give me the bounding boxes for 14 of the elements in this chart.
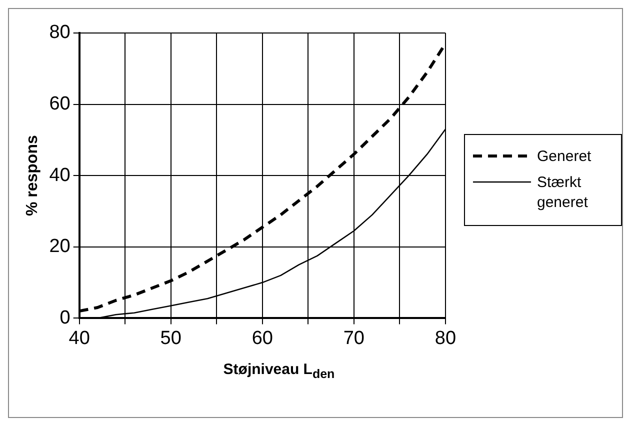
x-tick-label: 80 [434, 328, 456, 349]
y-tick-label: 80 [49, 22, 70, 44]
x-tick-label: 40 [68, 328, 90, 349]
y-tick-label: 60 [49, 94, 70, 115]
x-tick-label: 60 [252, 328, 273, 349]
x-tick-label: 70 [343, 328, 364, 349]
y-tick-label: 40 [49, 164, 70, 186]
x-tick-label: 50 [160, 328, 182, 349]
y-tick-label: 20 [49, 236, 70, 258]
x-axis-title: Støjniveau L$_{den}$ [222, 361, 336, 381]
legend-label: Stærkt generet [537, 173, 589, 213]
legend-label: Generet [537, 147, 592, 167]
y-tick-label: 0 [60, 307, 70, 328]
y-axis-title: % respons [24, 135, 42, 216]
